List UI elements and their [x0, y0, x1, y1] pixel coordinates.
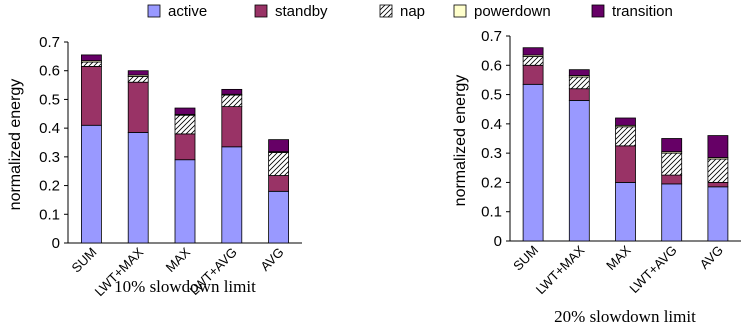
x-tick-label: SUM — [510, 243, 541, 274]
legend-label-nap: nap — [400, 3, 425, 20]
bar-sum-active — [522, 83, 544, 242]
bar-max-transition — [174, 107, 196, 115]
bar-max-transition — [615, 117, 636, 126]
bar-lwt-max-standby — [127, 81, 149, 133]
bar-lwt-max-transition — [568, 69, 590, 76]
y-tick-label: 0 — [52, 235, 60, 252]
y-tick-label: 0.3 — [481, 145, 502, 162]
bar-sum-transition — [522, 47, 544, 56]
legend-swatch-active — [147, 4, 161, 18]
y-tick-label: 0.6 — [481, 57, 502, 74]
y-tick-label: 0.1 — [481, 204, 502, 221]
x-tick-label: MAX — [163, 244, 194, 275]
bar-lwt-avg-transition — [221, 88, 243, 95]
chart-10pct: 0 0.1 0.2 0.3 0.4 0.5 0.6 0.7 normalized energy S… — [7, 34, 302, 299]
y-tick-label: 0.1 — [39, 206, 60, 223]
bar-avg-standby — [707, 182, 729, 188]
chart-20pct: 0 0.1 0.2 0.3 0.4 0.5 0.6 0.7 normalized energy S… — [452, 28, 741, 326]
y-tick-label: 0.4 — [481, 116, 502, 133]
y-tick-label: 0.2 — [481, 174, 502, 191]
y-axis-label: normalized energy — [7, 79, 24, 211]
y-tick-label: 0.4 — [39, 120, 60, 137]
bar-lwt-avg-standby — [661, 174, 683, 185]
y-tick-label: 0.7 — [481, 28, 502, 45]
bar-max-standby — [615, 145, 636, 183]
legend-label-powerdown: powerdown — [474, 3, 551, 20]
bar-max-active — [615, 182, 636, 242]
legend-label-active: active — [168, 3, 207, 20]
legend-swatch-nap — [379, 4, 393, 18]
bar-lwt-avg-standby — [221, 106, 243, 148]
bar-sum-standby — [81, 66, 102, 126]
legend-swatch-powerdown — [453, 4, 467, 18]
legend-swatch-standby — [254, 4, 268, 18]
legend-label-standby: standby — [275, 3, 328, 20]
y-tick-label: 0.5 — [39, 91, 60, 108]
bar-sum-nap — [522, 56, 544, 66]
x-tick-label: AVG — [257, 245, 286, 274]
y-tick-label: 0.3 — [39, 149, 60, 166]
bar-lwt-max-transition — [127, 70, 149, 76]
x-tick-label: LWT+AVG — [626, 243, 679, 296]
bar-lwt-max-nap — [127, 76, 149, 83]
bar-avg-active — [707, 186, 729, 242]
bar-sum-standby — [522, 64, 544, 85]
bar-max-active — [174, 159, 196, 244]
bar-avg-nap — [268, 152, 290, 176]
x-tick-label: SUM — [68, 245, 99, 276]
legend-label-transition: transition — [612, 3, 673, 20]
bar-lwt-avg-active — [221, 146, 243, 244]
bar-avg-standby — [268, 175, 290, 192]
bar-lwt-max-active — [127, 132, 149, 244]
y-tick-label: 0.2 — [39, 178, 60, 195]
bar-sum-transition — [81, 54, 102, 62]
bar-lwt-max-standby — [568, 88, 590, 101]
bar-max-nap — [615, 126, 636, 147]
bar-lwt-avg-transition — [661, 138, 683, 153]
legend: active standby nap powerdown transition — [147, 3, 673, 20]
y-axis-label: normalized energy — [452, 75, 469, 207]
x-tick-label: LWT+MAX — [533, 242, 588, 297]
y-tick-label: 0.5 — [481, 87, 502, 104]
bar-avg-active — [268, 190, 290, 244]
y-tick-label: 0.7 — [39, 34, 60, 51]
bar-avg-nap — [707, 158, 729, 183]
bar-lwt-avg-nap — [661, 152, 683, 176]
bar-lwt-avg-active — [661, 183, 683, 242]
x-tick-label: MAX — [603, 242, 634, 273]
bar-lwt-max-nap — [568, 76, 590, 90]
bar-lwt-max-active — [568, 100, 590, 242]
chart-title: 20% slowdown limit — [554, 307, 696, 326]
bar-max-nap — [174, 114, 196, 135]
bar-max-standby — [174, 133, 196, 161]
legend-swatch-transition — [591, 4, 605, 18]
bar-sum-nap — [81, 61, 102, 67]
y-tick-label: 0.6 — [39, 63, 60, 80]
x-tick-label: AVG — [697, 243, 726, 272]
bar-avg-transition — [707, 135, 729, 158]
bar-sum-active — [81, 124, 102, 244]
chart-title: 10% slowdown limit — [114, 277, 256, 296]
bar-avg-transition — [268, 139, 290, 153]
y-tick-label: 0 — [494, 233, 502, 250]
bar-lwt-avg-nap — [221, 94, 243, 108]
